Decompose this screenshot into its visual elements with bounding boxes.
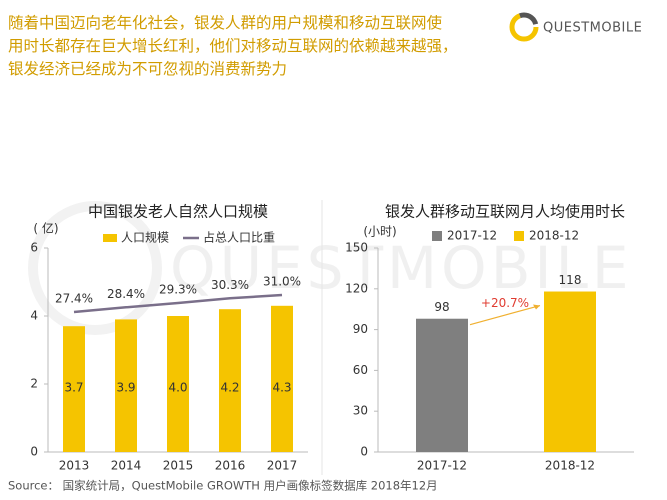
data-label: 98 <box>434 300 449 314</box>
data-label: 31.0% <box>263 275 301 289</box>
legend-label: 人口规模 <box>121 230 169 245</box>
annotation-arrowhead <box>533 304 540 310</box>
data-label: 3.7 <box>64 381 83 395</box>
header-line: 用时长都存在巨大增长红利，他们对移动互联网的依赖越来越强， <box>8 37 458 55</box>
x-tick-label: 2015 <box>163 459 194 473</box>
line <box>73 293 283 314</box>
data-label: 30.3% <box>211 278 249 292</box>
data-label: 4.3 <box>272 381 291 395</box>
legend-swatch <box>103 234 117 242</box>
legend-swatch <box>432 231 442 241</box>
header-line: 银发经济已经成为不可忽视的消费新势力 <box>8 60 287 78</box>
y-tick-label: 0 <box>30 445 38 459</box>
x-tick-label: 2017 <box>267 459 298 473</box>
annotation-arrow <box>469 304 541 326</box>
bar <box>219 309 241 452</box>
data-label: 4.2 <box>220 381 239 395</box>
y-axis-label: (小时) <box>363 225 396 239</box>
bar <box>63 326 85 452</box>
bar <box>416 318 468 452</box>
y-tick-label: 120 <box>345 281 368 295</box>
x-tick-label: 2016 <box>215 459 246 473</box>
legend-label: 2017-12 <box>447 229 497 243</box>
legend-label: 占总人口比重 <box>203 230 275 245</box>
logo-ring <box>509 12 539 42</box>
data-label: 118 <box>559 273 582 287</box>
x-tick-label: 2017-12 <box>417 459 467 473</box>
logo-text: QUESTMOBILE <box>543 21 642 36</box>
x-tick-label: 2013 <box>59 459 90 473</box>
y-tick-label: 150 <box>345 241 368 255</box>
data-label: 29.3% <box>159 283 197 297</box>
header-line: 随着中国迈向老年化社会，银发人群的用户规模和移动互联网使 <box>8 14 443 32</box>
bar <box>115 319 137 452</box>
bar <box>167 316 189 452</box>
source: Source： 国家统计局，QuestMobile GROWTH 用户画像标签数… <box>8 479 438 493</box>
y-tick-label: 90 <box>353 322 368 336</box>
y-tick-label: 2 <box>30 377 38 391</box>
logo-ring <box>509 12 539 42</box>
bar <box>544 291 596 452</box>
bar <box>271 305 293 452</box>
watermark: QUESTMOBILE <box>170 234 633 302</box>
y-tick-label: 30 <box>353 404 368 418</box>
chart-title: 银发人群移动互联网月人均使用时长 <box>385 203 625 221</box>
legend-swatch <box>514 231 524 241</box>
logo: QUESTMOBILE <box>509 12 642 42</box>
y-tick-label: 6 <box>30 241 38 255</box>
watermark-circle <box>28 201 162 335</box>
chart-title: 中国银发老人自然人口规模 <box>88 203 268 221</box>
data-label: 27.4% <box>55 292 93 306</box>
x-tick-label: 2014 <box>111 459 142 473</box>
watermark-group: QUESTMOBILE <box>28 201 633 335</box>
legend-label: 2018-12 <box>529 229 579 243</box>
data-label: 28.4% <box>107 287 145 301</box>
data-label: 4.0 <box>168 381 187 395</box>
data-label: 3.9 <box>116 381 135 395</box>
annotation: +20.7% <box>481 296 529 310</box>
y-tick-label: 4 <box>30 309 38 323</box>
y-axis-label: ( 亿) <box>33 221 58 236</box>
x-tick-label: 2018-12 <box>545 459 595 473</box>
y-tick-label: 60 <box>353 363 368 377</box>
y-tick-label: 0 <box>360 445 368 459</box>
